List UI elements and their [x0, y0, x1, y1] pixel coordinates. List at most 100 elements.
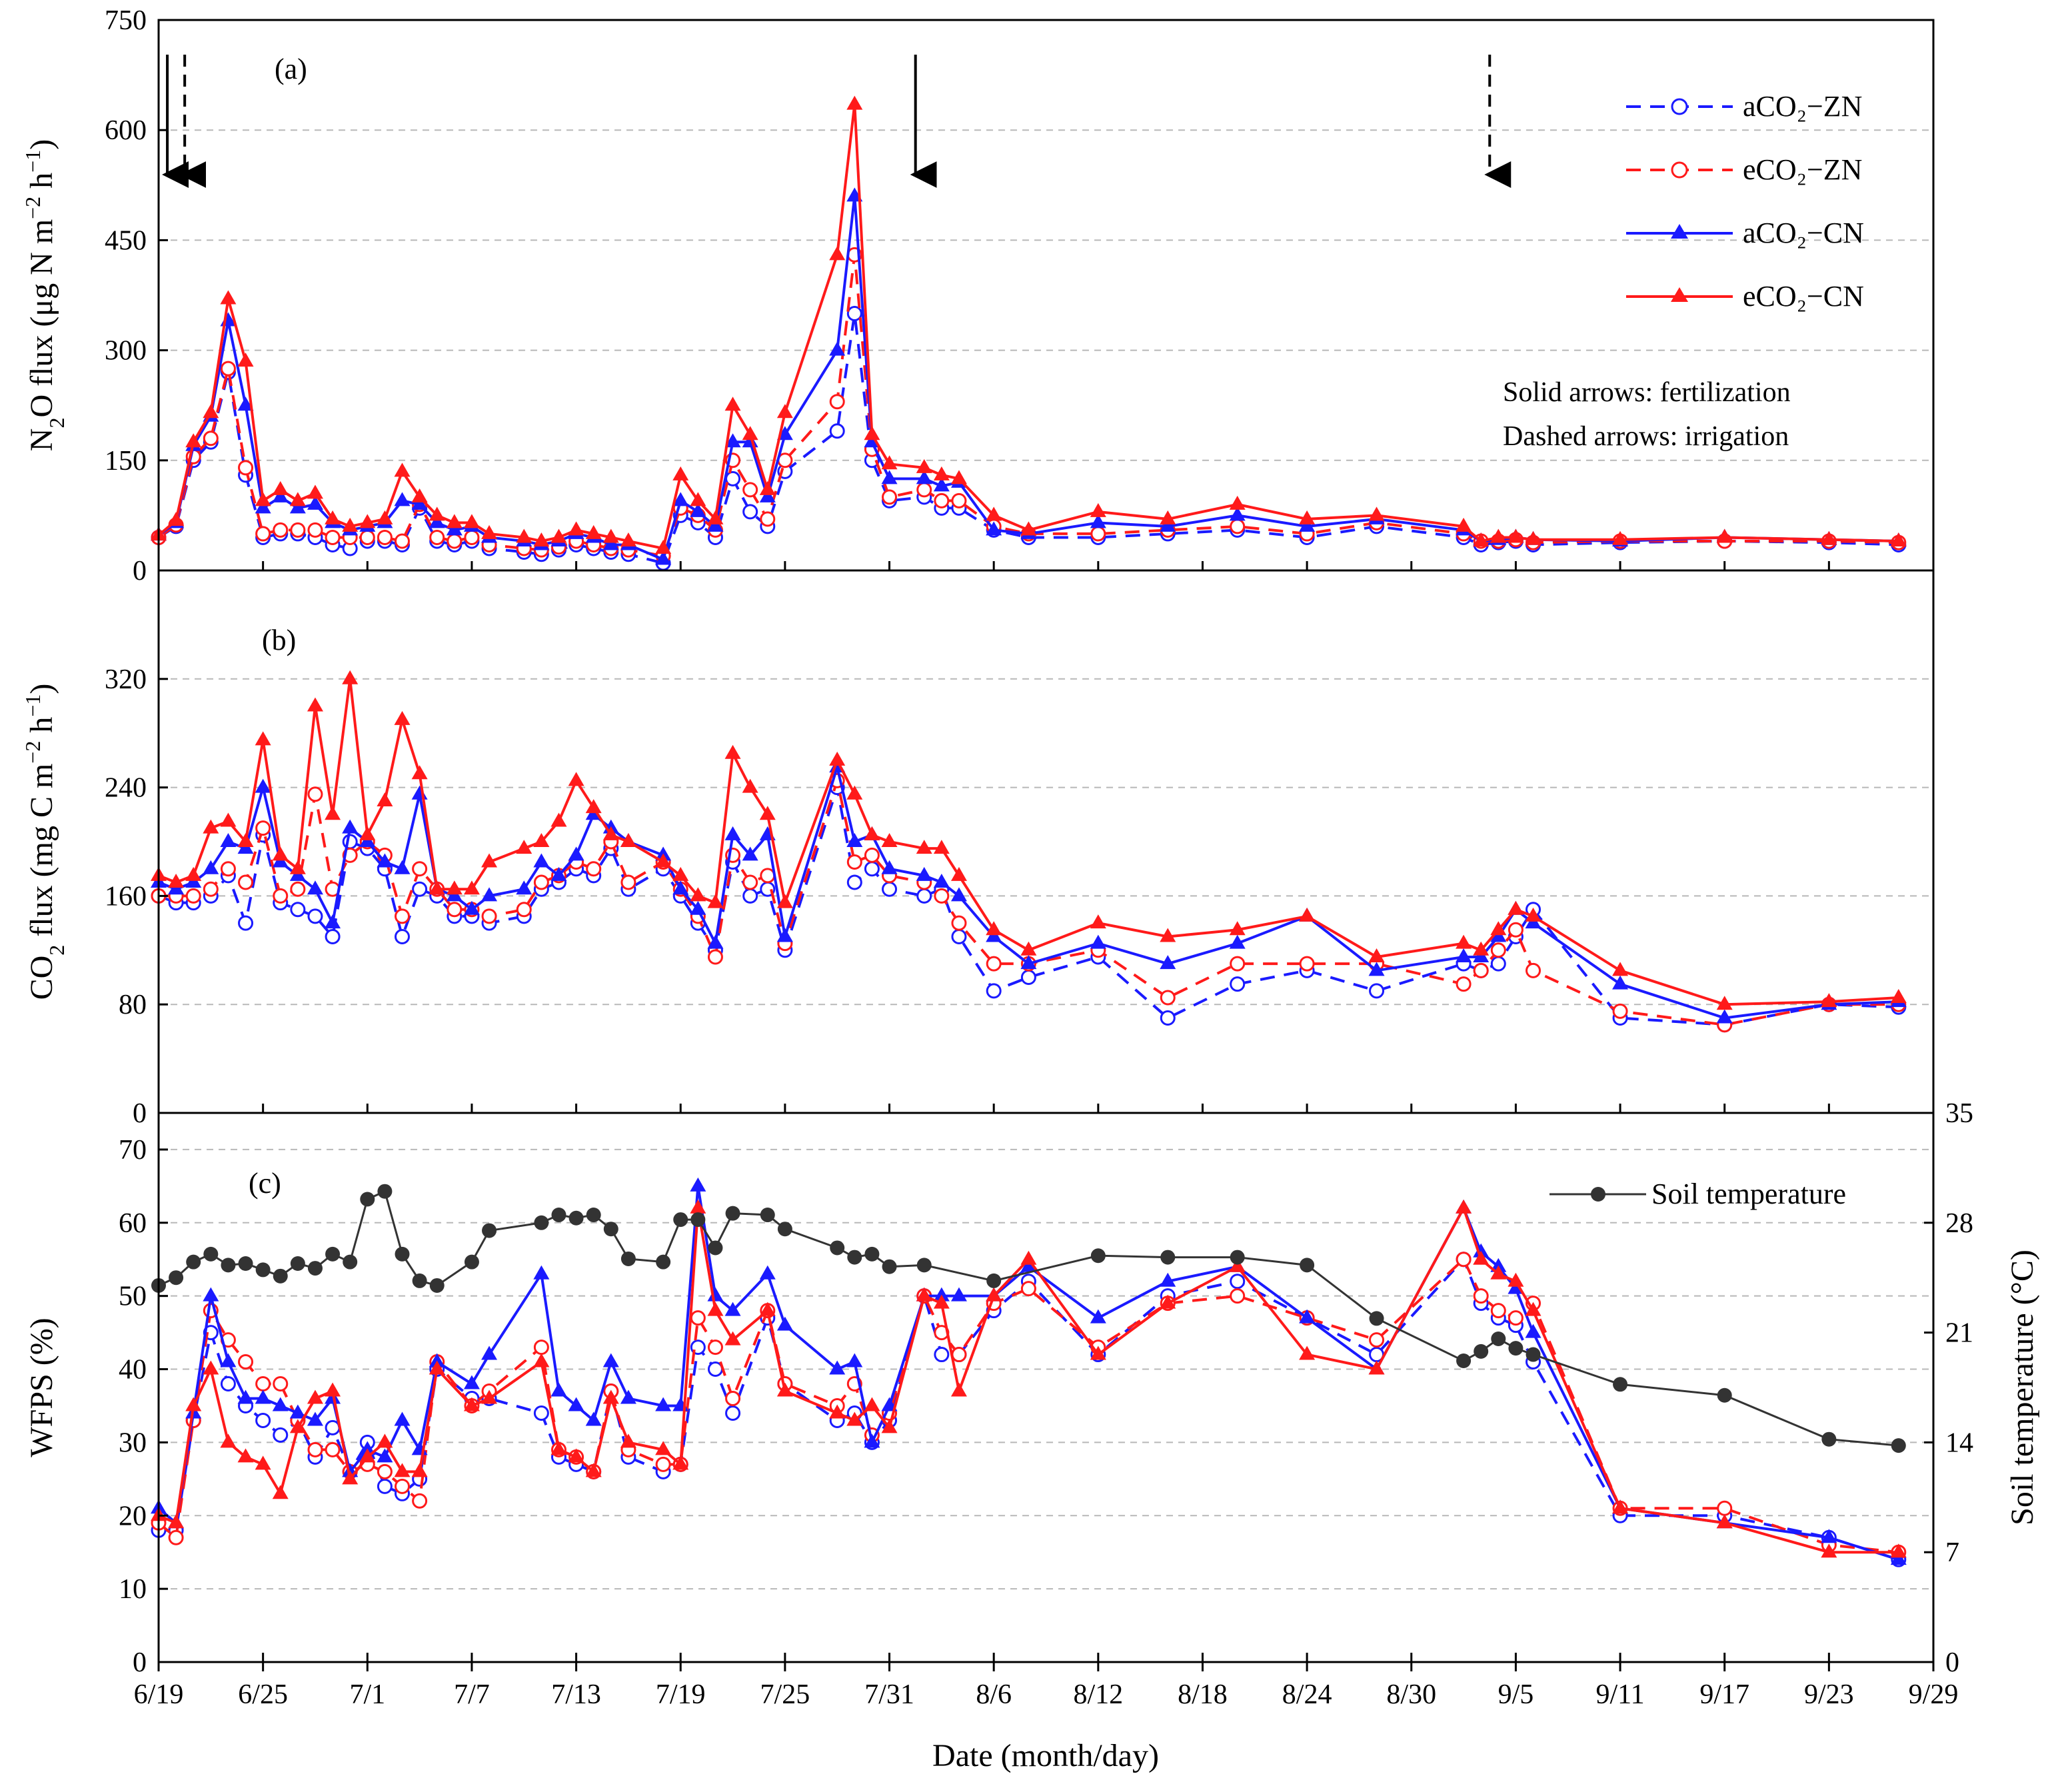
series-ecozn-point — [307, 522, 323, 538]
series-acocn-point — [307, 495, 323, 510]
series-acocn-point — [1160, 517, 1176, 532]
point-soil-temperature — [482, 1223, 497, 1238]
series-ecocn-point — [237, 1448, 254, 1463]
series-acocn-point — [1090, 1309, 1106, 1324]
series-ecocn-point — [289, 860, 306, 874]
series-acocn-line — [158, 766, 1899, 1020]
series-acocn-point — [933, 1287, 950, 1302]
series-ecozn-point — [829, 394, 845, 410]
series-ecocn-point — [1160, 1294, 1176, 1309]
series-acocn-point — [255, 499, 271, 514]
point-soil-temperature — [673, 1212, 688, 1228]
series-ecozn-point — [690, 1310, 706, 1326]
series-acocn-point — [272, 1397, 289, 1411]
series-ecocn-point — [986, 506, 1002, 521]
series-ecocn-point — [1716, 1514, 1733, 1529]
series-ecocn-point — [585, 799, 602, 814]
point-soil-temperature — [412, 1273, 427, 1288]
series-ecozn-point — [185, 888, 201, 904]
series-ecocn-point — [1525, 530, 1541, 545]
series-acozn-point — [307, 908, 323, 924]
point-soil-temperature — [916, 1258, 932, 1273]
series-ecocn-point — [516, 528, 532, 543]
series-acozn-point — [1230, 976, 1246, 992]
series-ecozn-point — [238, 460, 254, 476]
series-acocn-point — [759, 1265, 776, 1280]
series-ecozn-point — [1490, 942, 1506, 958]
series-ecozn-point — [377, 1463, 393, 1479]
series-acozn-point — [395, 928, 411, 944]
series-acozn-point — [829, 423, 845, 439]
series-ecozn-point — [1473, 1288, 1489, 1304]
point-soil-temperature — [290, 1256, 305, 1272]
series-ecocn-point — [237, 353, 254, 367]
series-acocn-point — [307, 880, 323, 895]
series-ecocn-point — [463, 880, 480, 895]
series-ecocn-point — [289, 1419, 306, 1433]
point-soil-temperature — [690, 1212, 706, 1228]
series-acozn-point — [220, 1376, 236, 1392]
point-soil-temperature — [238, 1256, 253, 1272]
x-tick-label: 9/23 — [1804, 1679, 1854, 1710]
series-ecocn-point — [846, 1411, 863, 1426]
series-ecocn-point — [429, 506, 445, 521]
series-ecozn-point — [395, 533, 411, 549]
series-acocn-point — [1821, 1529, 1837, 1543]
series-ecozn-point — [934, 888, 950, 904]
series-acocn-point — [463, 900, 480, 915]
point-soil-temperature — [864, 1246, 880, 1262]
series-ecozn-point — [742, 482, 758, 498]
series-acocn-point — [690, 502, 706, 517]
point-soil-temperature — [551, 1208, 566, 1223]
series-ecocn-point — [742, 778, 758, 793]
x-tick-label: 7/31 — [864, 1679, 914, 1710]
series-acocn-point — [394, 860, 411, 874]
series-acocn-point — [672, 492, 689, 506]
y2-tick-label: 0 — [1945, 1647, 1959, 1678]
series-acocn-point — [550, 1382, 567, 1397]
series-ecocn-point — [394, 710, 411, 725]
series-acocn-point — [533, 1265, 550, 1280]
point-soil-temperature — [534, 1215, 549, 1230]
series-acocn-point — [533, 853, 550, 868]
point-soil-temperature — [307, 1261, 323, 1276]
y-tick-label: 50 — [119, 1282, 147, 1312]
series-acocn-point — [394, 492, 411, 506]
series-ecocn-point — [1612, 530, 1629, 545]
series-ecozn-point — [255, 820, 271, 836]
point-soil-temperature — [1230, 1250, 1245, 1265]
series-acocn-point — [1229, 934, 1246, 949]
series-acozn-point — [377, 1478, 393, 1494]
series-ecocn-point — [429, 1360, 445, 1375]
series-ecocn-point — [377, 792, 393, 806]
point-soil-temperature — [395, 1246, 410, 1262]
panel-a-plot — [151, 95, 1907, 571]
series-acocn-point — [1299, 517, 1316, 532]
panel-a-y-axis: 0 150 300 450 600 750 — [105, 5, 168, 586]
series-ecocn-point — [950, 866, 967, 881]
series-acozn-point — [1490, 956, 1506, 972]
series-ecocn-point — [1456, 1199, 1472, 1214]
series-ecocn-point — [724, 744, 741, 759]
series-acocn-point — [776, 1316, 793, 1331]
series-acozn-point — [1369, 983, 1385, 999]
series-ecozn-point — [1526, 962, 1541, 978]
series-ecocn-point — [411, 1463, 428, 1477]
series-ecocn-point — [1525, 1302, 1541, 1316]
panel-c-plot — [151, 1177, 1907, 1567]
x-tick-label: 9/17 — [1699, 1679, 1749, 1710]
series-ecocn-point — [655, 539, 672, 554]
x-tick-label: 6/19 — [134, 1679, 184, 1710]
series-ecocn-point — [916, 1287, 932, 1302]
series-acozn-point — [742, 888, 758, 904]
series-acocn-point — [1473, 1243, 1490, 1258]
series-ecocn-point — [272, 1485, 289, 1499]
series-ecocn-point — [620, 833, 636, 847]
series-ecozn-point — [290, 522, 306, 538]
series-ecozn-point — [203, 431, 219, 447]
series-ecocn-point — [742, 426, 758, 441]
point-soil-temperature — [1821, 1431, 1837, 1447]
series-acozn-point — [986, 983, 1002, 999]
panel-a-gridlines — [159, 129, 1933, 461]
series-ecocn-point — [1473, 941, 1490, 956]
